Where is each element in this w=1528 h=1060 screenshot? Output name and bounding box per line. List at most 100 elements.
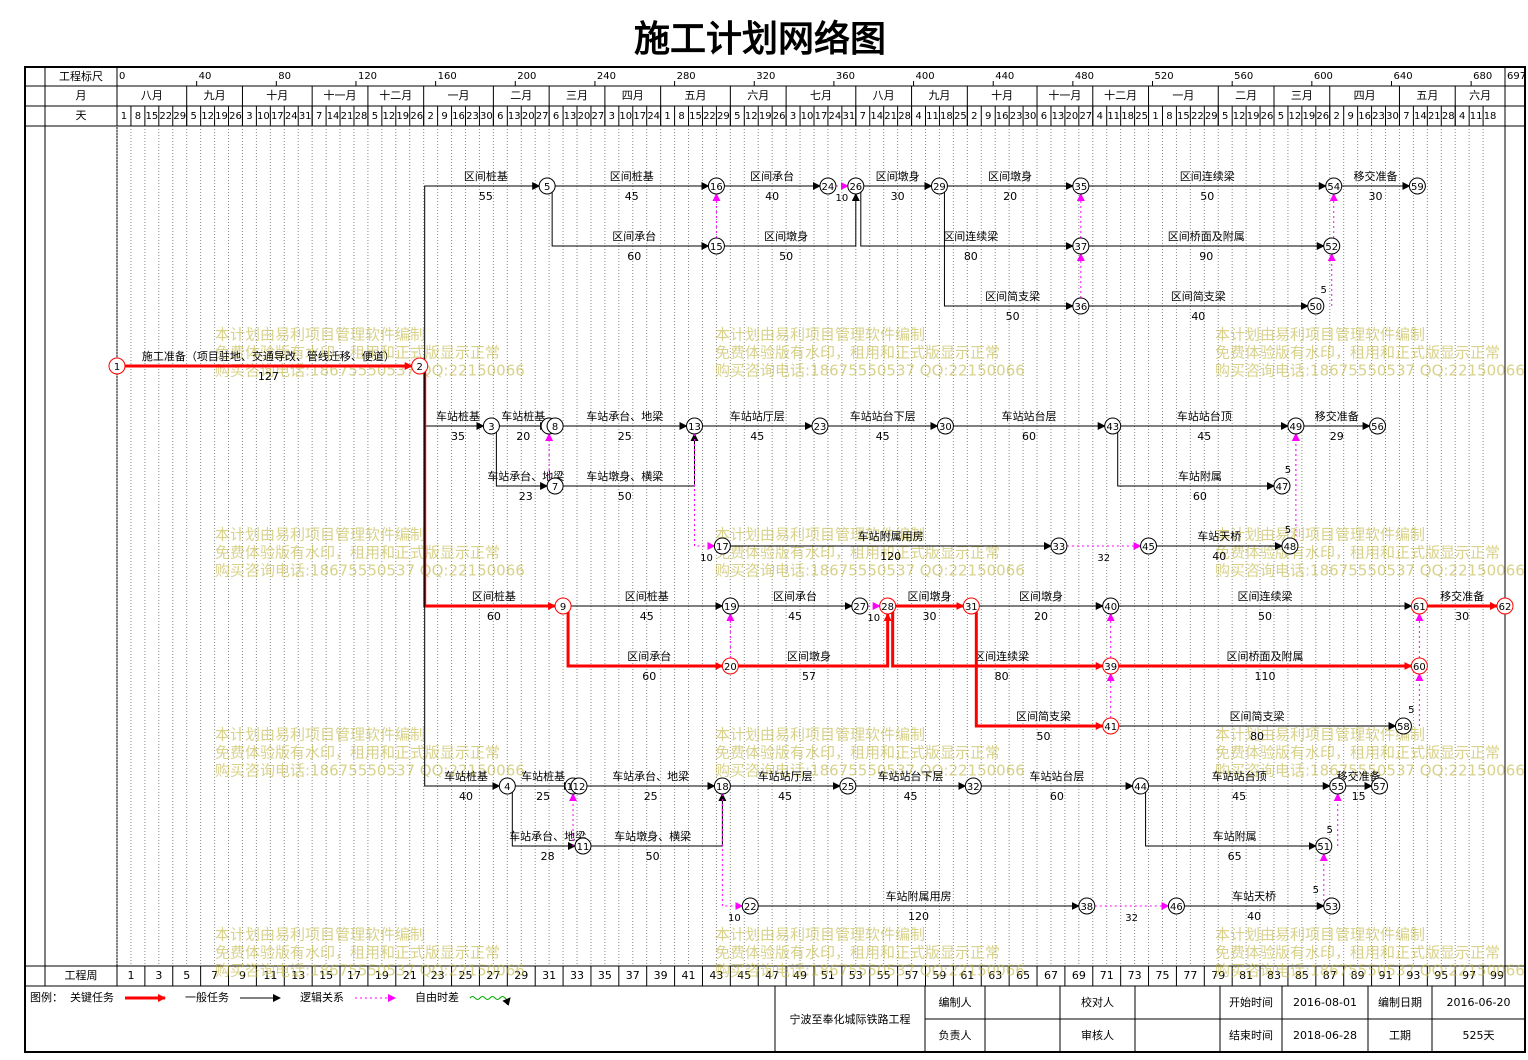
activity-duration: 45: [904, 790, 918, 803]
watermark: 免费体验版有水印，租用和正式版显示正常: [215, 744, 500, 762]
activity-name: 车站桩基: [444, 769, 488, 783]
table-cell: 负责人: [939, 1028, 972, 1042]
activity-duration: 90: [1199, 250, 1213, 263]
node: [1371, 777, 1389, 795]
lag-label: 10: [835, 193, 848, 204]
week-label: 25: [458, 969, 472, 982]
node: [546, 477, 564, 495]
node: [1325, 177, 1343, 195]
activity-duration: 50: [646, 850, 660, 863]
activity-name: 车站墩身、横梁: [586, 469, 663, 483]
day-label: 9: [1347, 111, 1353, 122]
node-label: 43: [1106, 422, 1119, 433]
activity-duration: 30: [1455, 610, 1469, 623]
activity-duration: 30: [891, 190, 905, 203]
activity-duration: 120: [880, 550, 901, 563]
activity-name: 施工准备（项目驻地、交通导改、管线迁移、便道）: [142, 349, 395, 363]
watermark: 本计划由易利项目管理软件编制: [215, 926, 425, 944]
node-label: 13: [688, 422, 701, 433]
day-label: 9: [441, 111, 447, 122]
activity-duration: 30: [1369, 190, 1383, 203]
activity-name: 车站附属用房: [858, 529, 924, 543]
node: [707, 237, 725, 255]
node-label: 53: [1325, 902, 1338, 913]
node: [1394, 717, 1412, 735]
title: 施工计划网络图: [634, 18, 886, 60]
watermark: 免费体验版有水印，租用和正式版显示正常: [215, 944, 500, 962]
day-label: 13: [564, 111, 577, 122]
activity-name: 车站附属: [1178, 469, 1222, 483]
day-label: 27: [592, 111, 605, 122]
node-label: 59: [1411, 182, 1424, 193]
day-label: 23: [1010, 111, 1023, 122]
week-label: 5: [183, 969, 190, 982]
activity-arrow: [424, 182, 541, 367]
activity-duration: 55: [479, 190, 493, 203]
week-label: 15: [319, 969, 333, 982]
node-label: 19: [724, 602, 737, 613]
node: [1140, 537, 1158, 555]
activity-duration: 45: [1232, 790, 1246, 803]
table-cell: 编制日期: [1378, 995, 1422, 1009]
node-label: 50: [1309, 302, 1322, 313]
activity-duration: 20: [1034, 610, 1048, 623]
watermark: 购买咨询电话:18675550537 QQ:22150066: [1215, 562, 1525, 580]
watermark: 本计划由易利项目管理软件编制: [715, 726, 925, 744]
month-label: 十月: [266, 88, 288, 102]
day-label: 17: [815, 111, 828, 122]
day-label: 22: [703, 111, 716, 122]
day-label: 12: [1233, 111, 1246, 122]
week-label: 67: [1044, 969, 1058, 982]
row-label: 工程标尺: [59, 69, 103, 83]
activity-duration: 40: [1247, 910, 1261, 923]
activity-name: 车站承台、地梁: [586, 409, 663, 423]
watermark: 本计划由易利项目管理软件编制: [1215, 326, 1425, 344]
node-label: 36: [1074, 302, 1087, 313]
month-label: 八月: [141, 89, 163, 102]
month-label: 九月: [928, 89, 950, 102]
node-label: 29: [933, 182, 946, 193]
day-label: 1: [1152, 111, 1158, 122]
day-label: 31: [299, 111, 312, 122]
node-label: 41: [1104, 722, 1117, 733]
activity-name: 车站天桥: [1197, 529, 1241, 543]
activity-duration: 45: [876, 430, 890, 443]
month-label: 六月: [1469, 89, 1491, 102]
legend-sample: [469, 996, 511, 1006]
activity-name: 区间简支梁: [985, 289, 1040, 303]
node: [851, 597, 869, 615]
activity-duration: 60: [1050, 790, 1064, 803]
week-label: 85: [1295, 969, 1309, 982]
node-label: 27: [853, 602, 866, 613]
node: [819, 177, 837, 195]
node: [1078, 897, 1096, 915]
week-label: 9: [239, 969, 246, 982]
lag-label: 10: [728, 913, 741, 924]
week-label: 21: [403, 969, 417, 982]
node: [686, 417, 704, 435]
scale-label: 40: [199, 71, 212, 82]
month-label: 七月: [810, 89, 832, 102]
node: [574, 837, 592, 855]
day-label: 26: [229, 111, 242, 122]
week-label: 55: [877, 969, 891, 982]
week-label: 43: [709, 969, 723, 982]
week-label: 17: [347, 969, 361, 982]
day-label: 4: [1459, 111, 1465, 122]
node-label: 18: [716, 782, 729, 793]
activity-name: 车站站台顶: [1177, 409, 1232, 423]
activity-duration: 30: [922, 610, 936, 623]
watermark: 购买咨询电话:18675550537 QQ:22150066: [715, 562, 1025, 580]
legend-title: 图例：: [30, 990, 63, 1004]
day-label: 4: [915, 111, 921, 122]
node: [1287, 417, 1305, 435]
day-label: 5: [372, 111, 378, 122]
day-label: 7: [860, 111, 866, 122]
month-label: 五月: [1416, 89, 1438, 102]
week-label: 51: [821, 969, 835, 982]
day-label: 16: [996, 111, 1009, 122]
day-label: 26: [773, 111, 786, 122]
activity-duration: 25: [644, 790, 658, 803]
node: [1369, 417, 1387, 435]
day-label: 30: [1386, 111, 1399, 122]
